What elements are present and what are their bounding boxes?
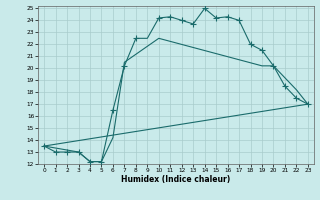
X-axis label: Humidex (Indice chaleur): Humidex (Indice chaleur) bbox=[121, 175, 231, 184]
